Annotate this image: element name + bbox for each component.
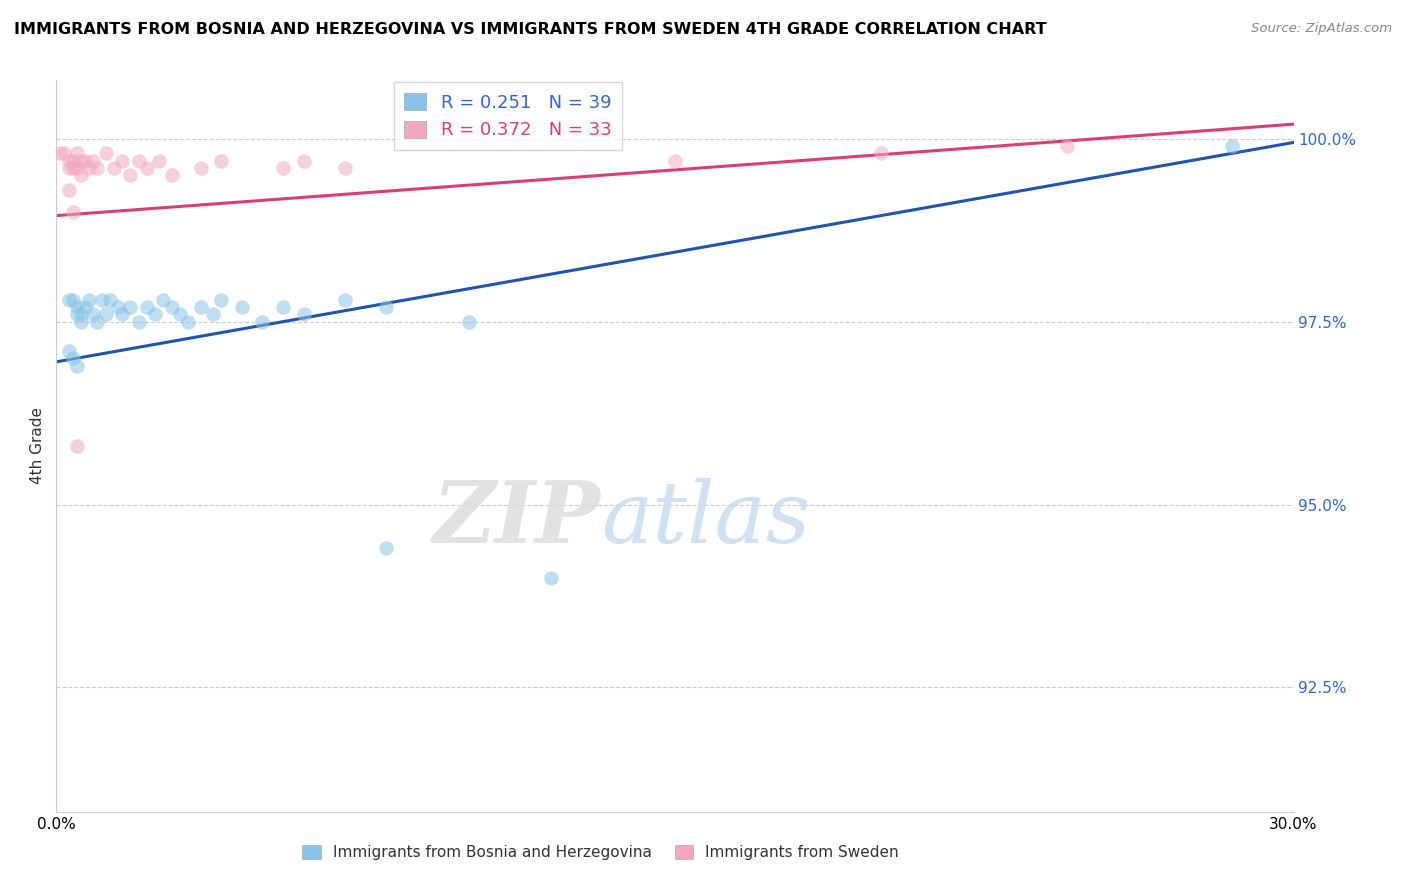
Point xyxy=(58,161,80,175)
Point xyxy=(375,541,398,556)
Point xyxy=(66,307,89,321)
Point xyxy=(111,153,134,168)
Point xyxy=(152,293,174,307)
Point xyxy=(70,315,93,329)
Point xyxy=(160,300,183,314)
Point xyxy=(375,300,398,314)
Point xyxy=(292,153,315,168)
Point xyxy=(58,183,80,197)
Point xyxy=(128,315,150,329)
Point xyxy=(201,307,224,321)
Point xyxy=(136,161,159,175)
Point xyxy=(333,293,356,307)
Point xyxy=(90,293,112,307)
Point xyxy=(148,153,170,168)
Point xyxy=(66,161,89,175)
Point xyxy=(77,293,100,307)
Point xyxy=(870,146,893,161)
Point xyxy=(457,315,479,329)
Text: Source: ZipAtlas.com: Source: ZipAtlas.com xyxy=(1251,22,1392,36)
Text: IMMIGRANTS FROM BOSNIA AND HERZEGOVINA VS IMMIGRANTS FROM SWEDEN 4TH GRADE CORRE: IMMIGRANTS FROM BOSNIA AND HERZEGOVINA V… xyxy=(14,22,1046,37)
Text: ZIP: ZIP xyxy=(433,477,600,561)
Point xyxy=(209,293,232,307)
Point xyxy=(66,146,89,161)
Point xyxy=(128,153,150,168)
Point xyxy=(75,153,97,168)
Point xyxy=(66,439,89,453)
Point xyxy=(1056,139,1078,153)
Point xyxy=(62,351,84,366)
Point xyxy=(58,343,80,358)
Point xyxy=(190,300,212,314)
Point xyxy=(49,146,72,161)
Point xyxy=(58,293,80,307)
Point xyxy=(252,315,274,329)
Point xyxy=(1220,139,1243,153)
Point xyxy=(107,300,129,314)
Point xyxy=(190,161,212,175)
Point xyxy=(231,300,253,314)
Legend: Immigrants from Bosnia and Herzegovina, Immigrants from Sweden: Immigrants from Bosnia and Herzegovina, … xyxy=(297,838,905,866)
Point xyxy=(103,161,125,175)
Point xyxy=(292,307,315,321)
Point xyxy=(333,161,356,175)
Point xyxy=(75,300,97,314)
Point xyxy=(94,146,117,161)
Point xyxy=(58,153,80,168)
Point xyxy=(70,307,93,321)
Point xyxy=(98,293,121,307)
Text: atlas: atlas xyxy=(600,478,810,560)
Point xyxy=(82,307,104,321)
Point xyxy=(271,300,294,314)
Y-axis label: 4th Grade: 4th Grade xyxy=(30,408,45,484)
Point xyxy=(86,161,108,175)
Point xyxy=(160,169,183,183)
Point xyxy=(111,307,134,321)
Point xyxy=(62,205,84,219)
Point xyxy=(66,359,89,373)
Point xyxy=(169,307,191,321)
Point xyxy=(664,153,686,168)
Point xyxy=(540,571,562,585)
Point xyxy=(66,300,89,314)
Point xyxy=(209,153,232,168)
Point xyxy=(120,300,142,314)
Point xyxy=(136,300,159,314)
Point xyxy=(62,153,84,168)
Point xyxy=(53,146,76,161)
Point xyxy=(82,153,104,168)
Point xyxy=(70,169,93,183)
Point xyxy=(271,161,294,175)
Point xyxy=(94,307,117,321)
Point xyxy=(62,161,84,175)
Point xyxy=(62,293,84,307)
Point xyxy=(143,307,166,321)
Point xyxy=(70,153,93,168)
Point xyxy=(120,169,142,183)
Point xyxy=(77,161,100,175)
Point xyxy=(86,315,108,329)
Point xyxy=(177,315,200,329)
